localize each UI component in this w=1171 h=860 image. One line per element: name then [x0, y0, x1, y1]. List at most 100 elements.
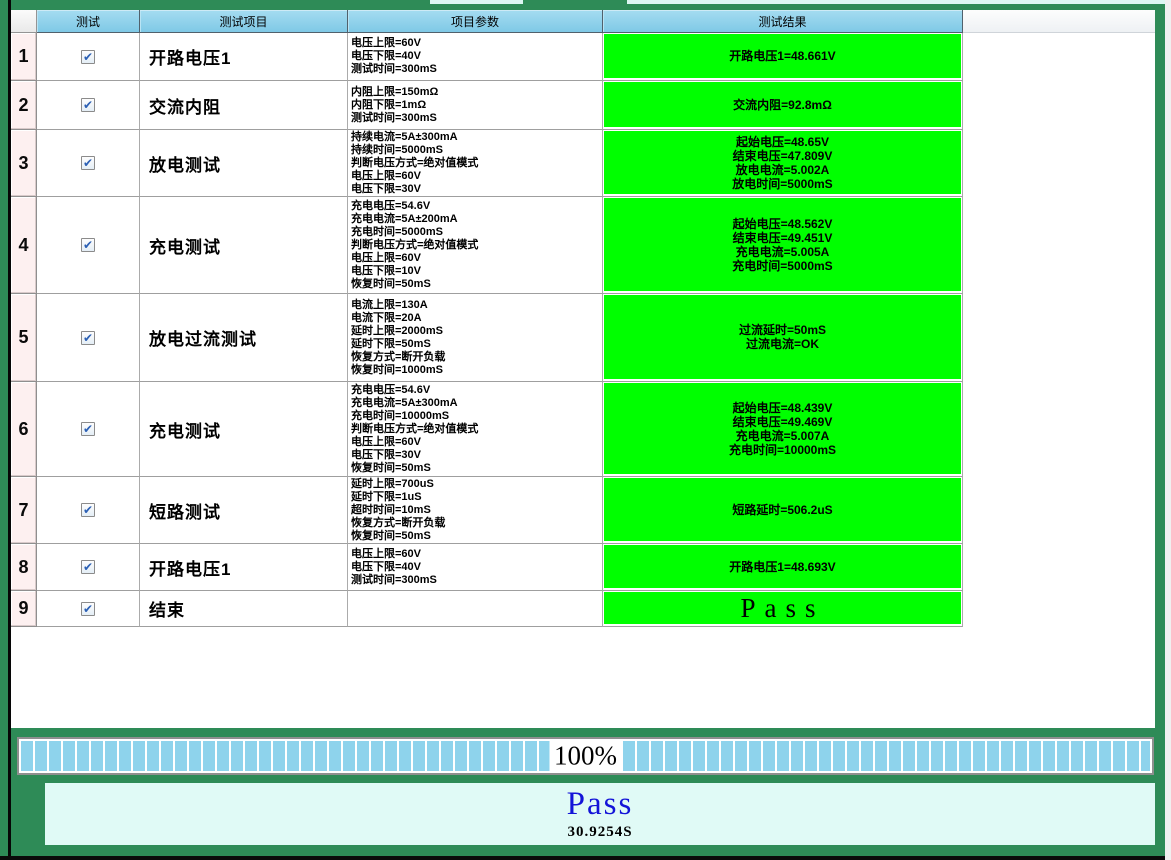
params-cell[interactable]: 电压上限=60V 电压下限=40V 测试时间=300mS	[348, 544, 603, 591]
test-grid: 测试 测试项目 项目参数 测试结果 1 ✔ 开路电压1 电压上限=60V 电压下限=40…	[11, 10, 963, 627]
test-item-cell[interactable]: 开路电压1	[140, 33, 348, 81]
param-line: 充电电压=54.6V	[351, 383, 431, 396]
status-panel: Pass 30.9254S	[45, 783, 1155, 845]
params-cell[interactable]: 持续电流=5A±300mA 持续时间=5000mS 判断电压方式=绝对值模式 电压上限…	[348, 130, 603, 197]
param-line: 充电电流=5A±300mA	[351, 396, 458, 409]
result-pass-area: 起始电压=48.562V 结束电压=49.451V 充电电流=5.005A 充电时间=…	[604, 198, 961, 291]
test-row[interactable]: 2 ✔ 交流内阻 内阻上限=150mΩ 内阻下限=1mΩ 测试时间=300mS 交流内阻=9…	[11, 81, 963, 130]
result-pass-area: 开路电压1=48.661V	[604, 34, 961, 78]
result-line: 起始电压=48.65V	[735, 134, 830, 149]
test-checkbox[interactable]: ✔	[81, 560, 95, 574]
param-line: 电压下限=40V	[351, 50, 421, 62]
test-item-cell[interactable]: 开路电压1	[140, 544, 348, 591]
result-cell[interactable]: Pass	[603, 591, 963, 627]
test-item-cell[interactable]: 短路测试	[140, 477, 348, 544]
test-row[interactable]: 3 ✔ 放电测试 持续电流=5A±300mA 持续时间=5000mS 判断电压方式=绝对值…	[11, 130, 963, 197]
row-number-cell[interactable]: 9	[11, 591, 37, 627]
test-item-cell[interactable]: 交流内阻	[140, 81, 348, 130]
param-line: 电压上限=60V	[351, 547, 421, 560]
result-pass-area: 开路电压1=48.693V	[604, 545, 961, 588]
result-line: 放电时间=5000mS	[732, 176, 833, 191]
test-row[interactable]: 7 ✔ 短路测试 延时上限=700uS 延时下限=1uS 超时时间=10mS 恢复方式=断开…	[11, 477, 963, 544]
result-pass-area: Pass	[604, 592, 961, 624]
result-cell[interactable]: 过流延时=50mS 过流电流=OK	[603, 294, 963, 382]
result-line: 充电时间=5000mS	[732, 258, 833, 273]
result-line: 交流内阻=92.8mΩ	[733, 97, 832, 112]
row-number-cell[interactable]: 2	[11, 81, 37, 130]
test-checkbox[interactable]: ✔	[81, 98, 95, 112]
param-line: 判断电压方式=绝对值模式	[351, 156, 479, 169]
column-header-test[interactable]: 测试	[37, 10, 140, 33]
params-cell[interactable]	[348, 591, 603, 627]
row-number-cell[interactable]: 1	[11, 33, 37, 81]
result-line: 充电电流=5.005A	[735, 244, 830, 259]
result-cell[interactable]: 起始电压=48.562V 结束电压=49.451V 充电电流=5.005A 充电时间=…	[603, 197, 963, 294]
test-checkbox-cell: ✔	[37, 197, 140, 294]
column-header-params[interactable]: 项目参数	[348, 10, 603, 33]
param-line: 充电时间=5000mS	[351, 225, 444, 238]
param-line: 判断电压方式=绝对值模式	[351, 422, 479, 435]
checkmark-icon: ✔	[82, 422, 94, 436]
param-line: 恢复时间=50mS	[351, 529, 431, 542]
test-row[interactable]: 1 ✔ 开路电压1 电压上限=60V 电压下限=40V 测试时间=300mS 开路电压1=4…	[11, 33, 963, 81]
checkmark-icon: ✔	[82, 98, 94, 112]
column-header-item[interactable]: 测试项目	[140, 10, 348, 33]
test-checkbox[interactable]: ✔	[81, 330, 95, 345]
test-row[interactable]: 5 ✔ 放电过流测试 电流上限=130A 电流下限=20A 延时上限=2000mS 延时下限…	[11, 294, 963, 382]
verdict-text: Pass	[566, 786, 634, 822]
row-number-cell[interactable]: 6	[11, 382, 37, 477]
test-checkbox[interactable]: ✔	[81, 601, 95, 616]
test-item-cell[interactable]: 充电测试	[140, 197, 348, 294]
result-line: 充电时间=10000mS	[728, 442, 837, 457]
param-line: 内阻上限=150mΩ	[351, 85, 439, 98]
test-checkbox-cell: ✔	[37, 477, 140, 544]
result-cell[interactable]: 开路电压1=48.661V	[603, 33, 963, 81]
param-line: 恢复时间=50mS	[351, 461, 431, 474]
test-item-cell[interactable]: 结束	[140, 591, 348, 627]
column-header-result[interactable]: 测试结果	[603, 10, 963, 33]
test-checkbox[interactable]: ✔	[81, 503, 95, 517]
result-line: 过流电流=OK	[745, 337, 819, 351]
params-cell[interactable]: 充电电压=54.6V 充电电流=5A±200mA 充电时间=5000mS 判断电压方式…	[348, 197, 603, 294]
result-cell[interactable]: 起始电压=48.439V 结束电压=49.469V 充电电流=5.007A 充电时间=…	[603, 382, 963, 477]
param-line: 电压上限=60V	[351, 169, 421, 182]
row-number-cell[interactable]: 4	[11, 197, 37, 294]
row-number-cell[interactable]: 8	[11, 544, 37, 591]
test-row[interactable]: 4 ✔ 充电测试 充电电压=54.6V 充电电流=5A±200mA 充电时间=5000mS…	[11, 197, 963, 294]
test-checkbox[interactable]: ✔	[81, 238, 95, 252]
test-row[interactable]: 8 ✔ 开路电压1 电压上限=60V 电压下限=40V 测试时间=300mS 开路电压1=4…	[11, 544, 963, 591]
test-checkbox-cell: ✔	[37, 382, 140, 477]
params-cell[interactable]: 电压上限=60V 电压下限=40V 测试时间=300mS	[348, 33, 603, 81]
row-number-cell[interactable]: 3	[11, 130, 37, 197]
test-item-cell[interactable]: 放电测试	[140, 130, 348, 197]
param-line: 测试时间=300mS	[351, 573, 437, 586]
param-line: 持续电流=5A±300mA	[351, 130, 458, 143]
test-checkbox[interactable]: ✔	[81, 49, 95, 64]
row-number-cell[interactable]: 7	[11, 477, 37, 544]
params-cell[interactable]: 内阻上限=150mΩ 内阻下限=1mΩ 测试时间=300mS	[348, 81, 603, 130]
test-item-cell[interactable]: 充电测试	[140, 382, 348, 477]
param-line: 恢复方式=断开负载	[351, 516, 446, 529]
progress-bar: 100%	[17, 737, 1154, 775]
result-cell[interactable]: 开路电压1=48.693V	[603, 544, 963, 591]
param-line: 电压下限=30V	[351, 448, 421, 461]
test-row[interactable]: 9 ✔ 结束 Pass	[11, 591, 963, 627]
row-number-cell[interactable]: 5	[11, 294, 37, 382]
params-cell[interactable]: 延时上限=700uS 延时下限=1uS 超时时间=10mS 恢复方式=断开负载 恢复时间…	[348, 477, 603, 544]
param-line: 测试时间=300mS	[351, 111, 437, 124]
test-row[interactable]: 6 ✔ 充电测试 充电电压=54.6V 充电电流=5A±300mA 充电时间=10000m…	[11, 382, 963, 477]
params-cell[interactable]: 充电电压=54.6V 充电电流=5A±300mA 充电时间=10000mS 判断电压方…	[348, 382, 603, 477]
test-checkbox[interactable]: ✔	[81, 422, 95, 436]
result-cell[interactable]: 交流内阻=92.8mΩ	[603, 81, 963, 130]
checkmark-icon: ✔	[82, 49, 94, 64]
test-item-cell[interactable]: 放电过流测试	[140, 294, 348, 382]
params-cell[interactable]: 电流上限=130A 电流下限=20A 延时上限=2000mS 延时下限=50mS 恢复方…	[348, 294, 603, 382]
bottom-border-line	[0, 856, 1165, 860]
test-checkbox[interactable]: ✔	[81, 156, 95, 170]
checkmark-icon: ✔	[82, 238, 94, 252]
result-cell[interactable]: 起始电压=48.65V 结束电压=47.809V 放电电流=5.002A 放电时间=5…	[603, 130, 963, 197]
param-line: 电压上限=60V	[351, 37, 421, 49]
result-cell[interactable]: 短路延时=506.2uS	[603, 477, 963, 544]
grid-rows: 1 ✔ 开路电压1 电压上限=60V 电压下限=40V 测试时间=300mS 开路电压1=4…	[11, 33, 963, 627]
progress-percent-label: 100%	[549, 740, 622, 772]
